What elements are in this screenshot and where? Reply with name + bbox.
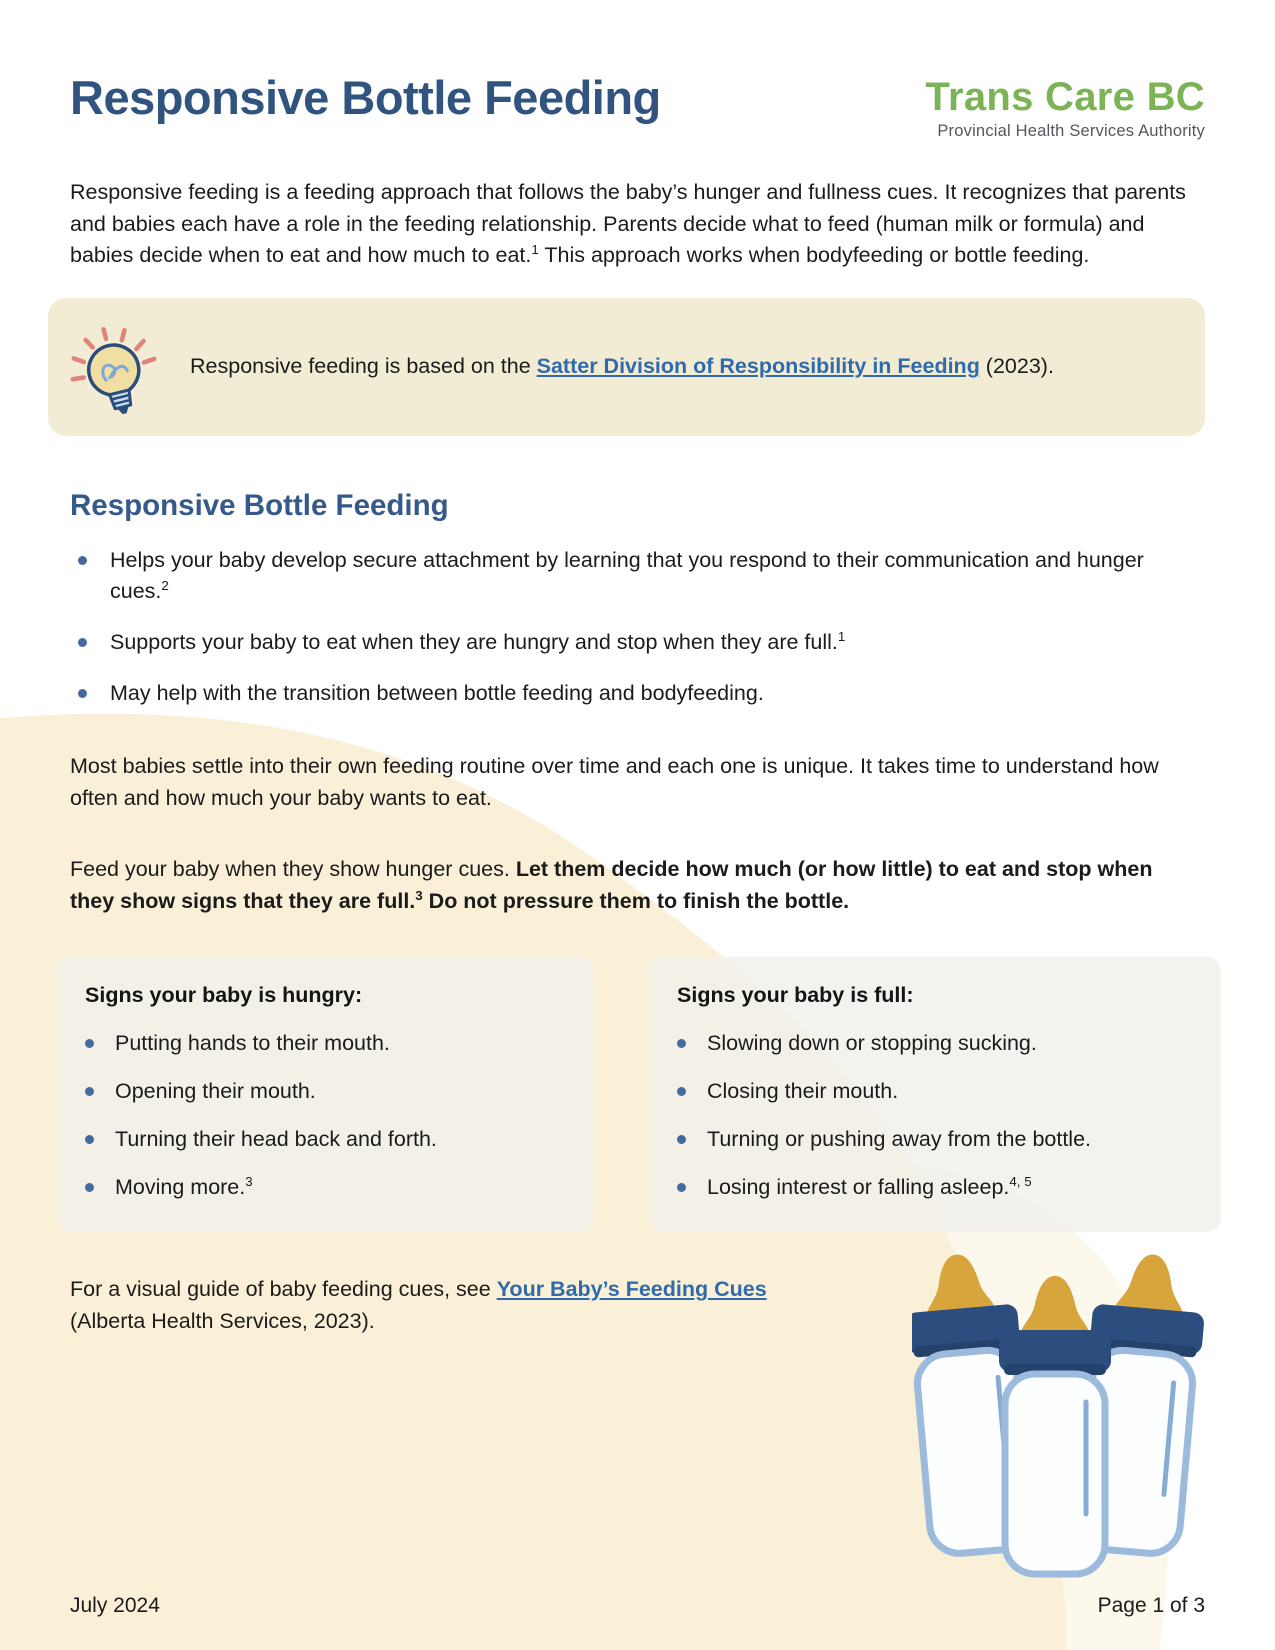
callout-text-lead: Responsive feeding is based on the <box>190 354 537 379</box>
list-item-text: Turning their head back and forth. <box>115 1124 437 1155</box>
trans-care-bc-logo: Trans Care BC Provincial Health Services… <box>925 76 1205 141</box>
list-item-body: Turning their head back and forth. <box>115 1127 437 1152</box>
feeding-cues-link[interactable]: Your Baby’s Feeding Cues <box>496 1277 767 1302</box>
bullet-dot <box>677 1135 686 1145</box>
list-item-body: Supports your baby to eat when they are … <box>110 630 838 655</box>
bullet-dot <box>677 1039 686 1049</box>
list-item: Moving more.3 <box>85 1172 573 1203</box>
footnote-ref: 2 <box>161 577 169 593</box>
footnote-ref: 1 <box>837 628 846 644</box>
guide-text-lead: For a visual guide of baby feeding cues,… <box>70 1277 497 1302</box>
list-item-body: Losing interest or falling asleep. <box>707 1175 1010 1200</box>
intro-text-2: This approach works when bodyfeeding or … <box>538 243 1090 268</box>
logo-wordmark: Trans Care BC <box>925 75 1205 119</box>
benefits-list: Helps your baby develop secure attachmen… <box>70 545 1205 709</box>
bullet-dot <box>78 556 87 566</box>
footnote-ref: 3 <box>415 887 423 903</box>
footnote-ref: 4, 5 <box>1009 1174 1032 1190</box>
guide-text-tail: (Alberta Health Services, 2023). <box>70 1308 375 1333</box>
routine-paragraph: Most babies settle into their own feedin… <box>70 753 1159 810</box>
intro-text: Responsive feeding is a feeding approach… <box>70 180 1186 268</box>
bullet-dot <box>85 1087 94 1097</box>
list-item-text: Closing their mouth. <box>707 1076 898 1107</box>
list-item: Helps your baby develop secure attachmen… <box>70 545 1205 607</box>
baby-bottles-illustration <box>912 1242 1212 1582</box>
feed-text-lead: Feed your baby when they show hunger cue… <box>70 857 516 882</box>
list-item-body: Opening their mouth. <box>115 1079 316 1104</box>
list-item-body: Putting hands to their mouth. <box>115 1031 390 1056</box>
feed-bold-2: Do not pressure them to finish the bottl… <box>422 888 850 913</box>
list-item-text: Helps your baby develop secure attachmen… <box>110 545 1205 607</box>
full-signs-panel: Signs your baby is full: Slowing down or… <box>649 957 1221 1233</box>
footer-page-number: Page 1 of 3 <box>1097 1594 1205 1617</box>
list-item-body: May help with the transition between bot… <box>110 681 764 706</box>
list-item-body: Closing their mouth. <box>707 1079 899 1104</box>
page-title: Responsive Bottle Feeding <box>70 71 661 124</box>
list-item: Turning their head back and forth. <box>85 1124 573 1155</box>
logo-tagline: Provincial Health Services Authority <box>937 122 1205 140</box>
footer: July 2024 Page 1 of 3 <box>70 1594 1205 1618</box>
intro-paragraph: Responsive feeding is a feeding approach… <box>70 177 1205 272</box>
bullet-dot <box>677 1183 686 1193</box>
bullet-dot <box>78 689 87 699</box>
header: Responsive Bottle Feeding Trans Care BC … <box>70 0 1205 141</box>
list-item-text: May help with the transition between bot… <box>110 678 764 709</box>
bullet-dot <box>85 1039 94 1049</box>
hungry-signs-panel: Signs your baby is hungry: Putting hands… <box>57 957 593 1233</box>
hungry-signs-list: Putting hands to their mouth. Opening th… <box>85 1028 573 1203</box>
list-item-text: Turning or pushing away from the bottle. <box>707 1124 1091 1155</box>
satter-division-link[interactable]: Satter Division of Responsibility in Fee… <box>536 354 980 379</box>
full-signs-list: Slowing down or stopping sucking. Closin… <box>677 1028 1201 1203</box>
document-body: Responsive Bottle Feeding Trans Care BC … <box>48 0 1221 1337</box>
list-item: Losing interest or falling asleep.4, 5 <box>677 1172 1201 1203</box>
guide-paragraph: For a visual guide of baby feeding cues,… <box>70 1274 910 1337</box>
list-item-body: Helps your baby develop secure attachmen… <box>110 548 1144 604</box>
callout-text: Responsive feeding is based on the Satte… <box>190 351 1054 382</box>
callout-text-tail: (2023). <box>979 354 1054 379</box>
list-item-text: Supports your baby to eat when they are … <box>110 627 845 658</box>
list-item: Slowing down or stopping sucking. <box>677 1028 1201 1059</box>
footer-date: July 2024 <box>70 1594 160 1617</box>
signs-panels: Signs your baby is hungry: Putting hands… <box>57 957 1221 1233</box>
list-item-text: Slowing down or stopping sucking. <box>707 1028 1037 1059</box>
list-item: Turning or pushing away from the bottle. <box>677 1124 1201 1155</box>
list-item: Opening their mouth. <box>85 1076 573 1107</box>
footnote-ref: 1 <box>531 242 539 258</box>
bullet-dot <box>85 1135 94 1145</box>
list-item: Closing their mouth. <box>677 1076 1201 1107</box>
list-item: Supports your baby to eat when they are … <box>70 627 1205 658</box>
list-item-text: Losing interest or falling asleep.4, 5 <box>707 1172 1032 1203</box>
callout-box: Responsive feeding is based on the Satte… <box>48 297 1205 436</box>
full-panel-heading: Signs your baby is full: <box>677 983 914 1008</box>
footnote-ref: 3 <box>245 1174 253 1190</box>
list-item-body: Slowing down or stopping sucking. <box>707 1031 1037 1056</box>
feed-paragraph: Feed your baby when they show hunger cue… <box>70 854 1205 917</box>
list-item-text: Moving more.3 <box>115 1172 253 1203</box>
list-item: Putting hands to their mouth. <box>85 1028 573 1059</box>
bullet-dot <box>78 638 87 648</box>
section-heading: Responsive Bottle Feeding <box>70 488 449 522</box>
hungry-panel-heading: Signs your baby is hungry: <box>85 983 363 1008</box>
list-item: May help with the transition between bot… <box>70 678 1205 709</box>
feed-text-bold: Let them decide how much (or how little)… <box>70 857 1152 913</box>
lightbulb-icon <box>70 326 157 414</box>
bullet-dot <box>85 1183 94 1193</box>
list-item-text: Opening their mouth. <box>115 1076 316 1107</box>
bullet-dot <box>677 1087 686 1097</box>
feed-bold-1: Let them decide how much (or how little)… <box>70 857 1153 913</box>
list-item-body: Moving more. <box>115 1175 246 1200</box>
list-item-body: Turning or pushing away from the bottle. <box>707 1127 1092 1152</box>
list-item-text: Putting hands to their mouth. <box>115 1028 390 1059</box>
